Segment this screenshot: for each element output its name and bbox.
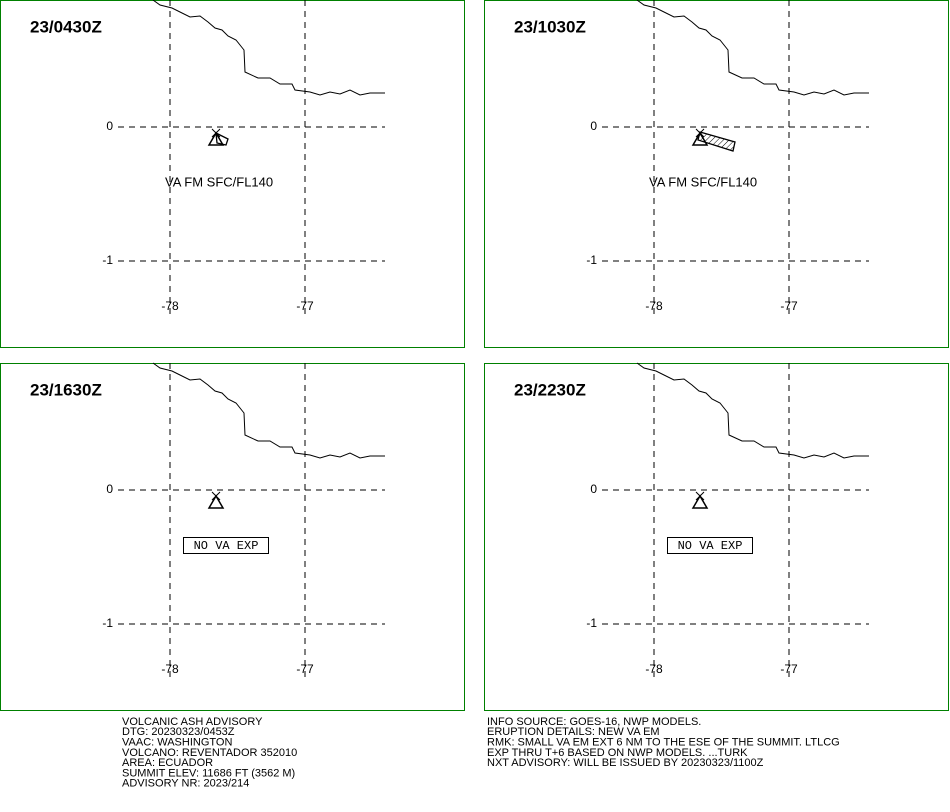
advisory-line: NXT ADVISORY: WILL BE ISSUED BY 20230323…	[487, 757, 764, 769]
ash-annotation: NO VA EXP	[194, 539, 259, 553]
lon-label: -78	[161, 299, 179, 313]
advisory-line: VOLCANIC ASH ADVISORY	[122, 716, 263, 728]
map-panel: -78 -77 0 -1 23/2230Z NO VA EXP	[484, 362, 949, 711]
volcano-symbol	[207, 494, 225, 509]
advisory-line: ADVISORY NR: 2023/214	[122, 778, 249, 790]
panel-frame	[484, 0, 949, 348]
coastline	[152, 0, 385, 96]
lon-label: -77	[780, 662, 798, 676]
advisory-line: VAAC: WASHINGTON	[122, 737, 232, 749]
lat-label: 0	[106, 482, 113, 496]
lat-label: 0	[590, 482, 597, 496]
lon-label: -77	[296, 299, 314, 313]
coastline	[636, 362, 869, 459]
advisory-line: SUMMIT ELEV: 11686 FT (3562 M)	[122, 767, 295, 779]
lat-label: -1	[102, 253, 113, 267]
lat-label: -1	[586, 616, 597, 630]
map-panel: -78 -77 0 -1 23/1630Z NO VA EXP	[0, 362, 465, 711]
valid-time: 23/0430Z	[30, 17, 102, 36]
valid-time: 23/1030Z	[514, 17, 586, 36]
annotation-box	[183, 537, 269, 554]
lon-label: -78	[161, 662, 179, 676]
annotation-box	[667, 537, 753, 554]
advisory-line: AREA: ECUADOR	[122, 757, 213, 769]
ash-annotation: VA FM SFC/FL140	[165, 174, 273, 189]
advisory-line: ERUPTION DETAILS: NEW VA EM	[487, 726, 660, 738]
ash-annotation: VA FM SFC/FL140	[649, 174, 757, 189]
panel-frame	[484, 363, 949, 711]
coastline	[636, 0, 869, 96]
volcano-symbol	[691, 494, 709, 509]
valid-time: 23/1630Z	[30, 380, 102, 399]
lon-label: -78	[645, 662, 663, 676]
ash-annotation: NO VA EXP	[678, 539, 743, 553]
advisory-line: RMK: SMALL VA EM EXT 6 NM TO THE ESE OF …	[487, 737, 840, 749]
valid-time: 23/2230Z	[514, 380, 586, 399]
advisory-line: VOLCANO: REVENTADOR 352010	[122, 747, 297, 759]
panel-frame	[0, 363, 465, 711]
panel-frame	[0, 0, 465, 348]
lon-label: -77	[780, 299, 798, 313]
lon-label: -78	[645, 299, 663, 313]
volcano-symbol	[207, 131, 225, 146]
lat-label: 0	[590, 119, 597, 133]
advisory-line: DTG: 20230323/0453Z	[122, 726, 235, 738]
map-panel: -78 -77 0 -1 23/0430Z VA FM SFC/FL140	[0, 0, 465, 348]
map-panel: -78 -77 0 -1 23/1030Z VA FM SFC/FL140	[484, 0, 949, 348]
coastline	[152, 362, 385, 459]
advisory-line: INFO SOURCE: GOES-16, NWP MODELS.	[487, 716, 701, 728]
lat-label: 0	[106, 119, 113, 133]
advisory-line: EXP THRU T+6 BASED ON NWP MODELS. ...TUR…	[487, 747, 748, 759]
volcano-mark	[211, 491, 221, 501]
ash-cloud	[215, 131, 229, 146]
volcano-mark	[695, 491, 705, 501]
lat-label: -1	[586, 253, 597, 267]
lat-label: -1	[102, 616, 113, 630]
ash-cloud	[697, 131, 736, 152]
lon-label: -77	[296, 662, 314, 676]
